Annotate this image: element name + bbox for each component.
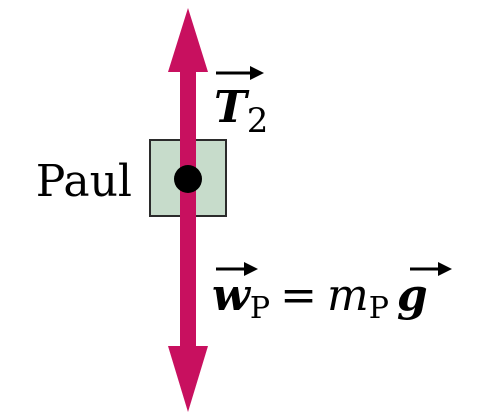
- weight-symbol: w: [212, 270, 252, 321]
- mass-subscript: P: [369, 291, 389, 326]
- tension-symbol: T: [214, 82, 250, 133]
- weight-subscript: P: [250, 291, 270, 326]
- svg-text:T2: T2: [214, 82, 268, 141]
- gravity-symbol: g: [397, 270, 428, 321]
- tension-subscript: 2: [247, 101, 269, 141]
- weight-label: wP = mP g: [212, 262, 452, 326]
- vector-arrow-icon: [216, 262, 258, 276]
- svg-text:wP=mPg: wP = mP g: [212, 270, 428, 326]
- vector-arrow-icon: [216, 66, 264, 80]
- weight-arrowhead: [168, 346, 208, 412]
- mass-symbol: m: [327, 270, 369, 321]
- body-label: Paul: [36, 156, 132, 207]
- vector-arrow-icon: [410, 262, 452, 276]
- tension-label: T2: [214, 66, 268, 141]
- equals-sign: =: [280, 270, 317, 321]
- force-arrow-shaft: [180, 62, 196, 352]
- tension-arrowhead: [168, 8, 208, 72]
- center-of-mass-dot: [174, 165, 202, 193]
- force-arrows: [168, 8, 208, 412]
